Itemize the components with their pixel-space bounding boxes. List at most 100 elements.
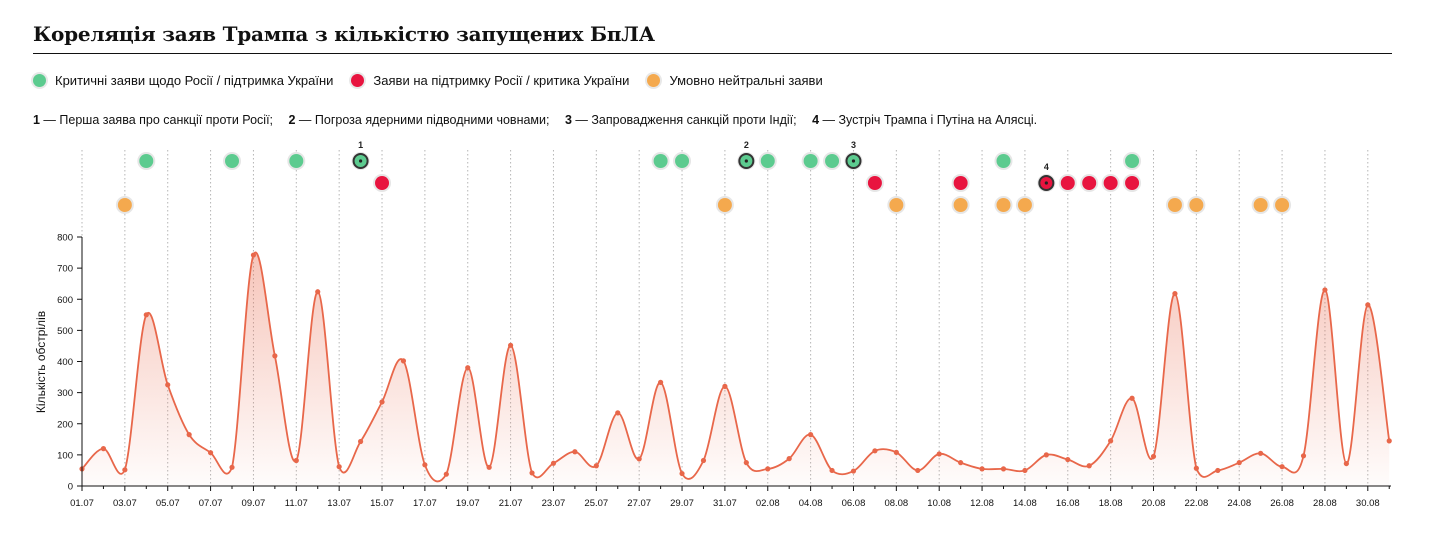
data-point (915, 467, 921, 474)
legend-support-label: Заяви на підтримку Росії / критика Украї… (373, 73, 630, 88)
legend-critical-label: Критичні заяви щодо Росії / підтримка Ук… (55, 73, 334, 88)
data-point (893, 449, 899, 455)
critical-statement-dot (1125, 154, 1140, 168)
data-point (658, 379, 664, 385)
data-point (186, 432, 192, 438)
y-tick-label: 100 (57, 450, 73, 461)
x-tick-label: 22.08 (1184, 498, 1208, 509)
data-point (1043, 452, 1049, 458)
support-statement-dot (1060, 176, 1075, 190)
data-point (1258, 450, 1264, 456)
data-point (422, 462, 428, 468)
note-2-number: 2 (288, 113, 296, 127)
note-4: 4 — Зустріч Трампа і Путіна на Алясці. (812, 113, 1037, 127)
data-point (593, 463, 599, 469)
y-tick-label: 500 (57, 326, 73, 337)
data-point (1172, 291, 1178, 297)
support-statement-dot (1082, 176, 1097, 190)
y-tick-label: 800 (57, 233, 73, 244)
legend: Критичні заяви щодо Росії / підтримка Ук… (33, 73, 841, 88)
neutral-statement-dot (717, 198, 732, 212)
data-point (1108, 438, 1114, 444)
x-tick-label: 24.08 (1227, 498, 1251, 509)
area-fill (82, 252, 1390, 486)
data-point (1279, 464, 1285, 470)
series-line (81, 251, 1391, 483)
data-point (1300, 453, 1307, 459)
data-point (636, 456, 642, 462)
data-point (743, 460, 749, 466)
data-point (336, 464, 342, 470)
note-4-number: 4 (812, 113, 820, 127)
data-point (808, 432, 814, 438)
neutral-statement-dot (1275, 198, 1290, 212)
x-tick-label: 07.07 (199, 498, 223, 509)
support-dot-center (1044, 181, 1048, 185)
critical-statement-dot (225, 154, 240, 168)
data-point (508, 342, 514, 348)
x-tick-label: 02.08 (756, 498, 780, 509)
x-tick-label: 23.07 (542, 498, 566, 509)
critical-dot-center (358, 159, 363, 163)
data-point (1236, 460, 1242, 466)
event-number-label: 4 (1044, 162, 1049, 172)
data-point (1386, 438, 1392, 444)
x-tick-label: 04.08 (799, 498, 823, 509)
legend-item-critical: Критичні заяви щодо Росії / підтримка Ук… (33, 73, 333, 88)
x-tick-label: 20.08 (1142, 498, 1166, 509)
neutral-statement-dot (889, 198, 904, 212)
x-tick-label: 29.07 (670, 498, 694, 509)
data-point (700, 457, 707, 464)
note-2-text: — Погроза ядерними підводними човнами; (295, 113, 550, 127)
data-point (207, 450, 214, 456)
x-tick-label: 28.08 (1313, 498, 1337, 509)
y-tick-label: 200 (57, 419, 73, 430)
data-point (315, 289, 321, 295)
note-1-number: 1 (33, 113, 40, 127)
note-1-text: — Перша заява про санкції проти Росії; (39, 113, 274, 127)
neutral-statement-dot (117, 198, 132, 212)
y-tick-label: 600 (57, 295, 73, 306)
data-point (1065, 456, 1071, 463)
title-divider (33, 53, 1392, 54)
critical-statement-dot (996, 154, 1011, 168)
y-tick-label: 400 (57, 357, 73, 368)
data-point (229, 464, 235, 470)
neutral-statement-dot (1167, 198, 1182, 212)
x-tick-label: 09.07 (242, 498, 266, 509)
x-tick-label: 12.08 (970, 498, 994, 509)
critical-dot-center (851, 159, 856, 163)
critical-statement-dot (139, 154, 154, 168)
neutral-statement-dot (1253, 198, 1268, 212)
data-point (486, 464, 492, 470)
data-point (872, 448, 878, 454)
data-point (679, 470, 685, 477)
data-point (722, 383, 728, 389)
note-3-number: 3 (564, 113, 572, 127)
critical-statement-dot (825, 154, 840, 168)
x-tick-label: 25.07 (584, 498, 608, 509)
data-point (829, 467, 835, 474)
x-tick-label: 06.08 (842, 498, 866, 509)
note-3: 3 — Запровадження санкцій проти Індії; (565, 113, 797, 127)
y-tick-label: 0 (68, 482, 73, 493)
x-tick-label: 03.07 (113, 498, 137, 509)
x-tick-label: 01.07 (70, 498, 94, 509)
data-point (122, 467, 128, 473)
legend-neutral-label: Умовно нейтральні заяви (669, 73, 823, 88)
x-tick-label: 26.08 (1270, 498, 1294, 509)
data-point (443, 471, 449, 477)
data-point (979, 466, 985, 472)
x-tick-label: 08.08 (884, 498, 908, 509)
note-2: 2 — Погроза ядерними підводними човнами; (289, 113, 550, 127)
data-point (165, 382, 171, 388)
critical-statement-dot (675, 154, 690, 168)
event-number-label: 2 (744, 140, 749, 150)
critical-statement-dot (760, 154, 775, 168)
chart-title: Кореляція заяв Трампа з кількістю запуще… (33, 22, 655, 46)
x-tick-label: 27.07 (627, 498, 651, 509)
data-point (1086, 463, 1092, 469)
event-notes: 1 — Перша заява про санкції проти Росії;… (33, 113, 1049, 127)
note-1: 1 — Перша заява про санкції проти Росії; (33, 113, 273, 127)
